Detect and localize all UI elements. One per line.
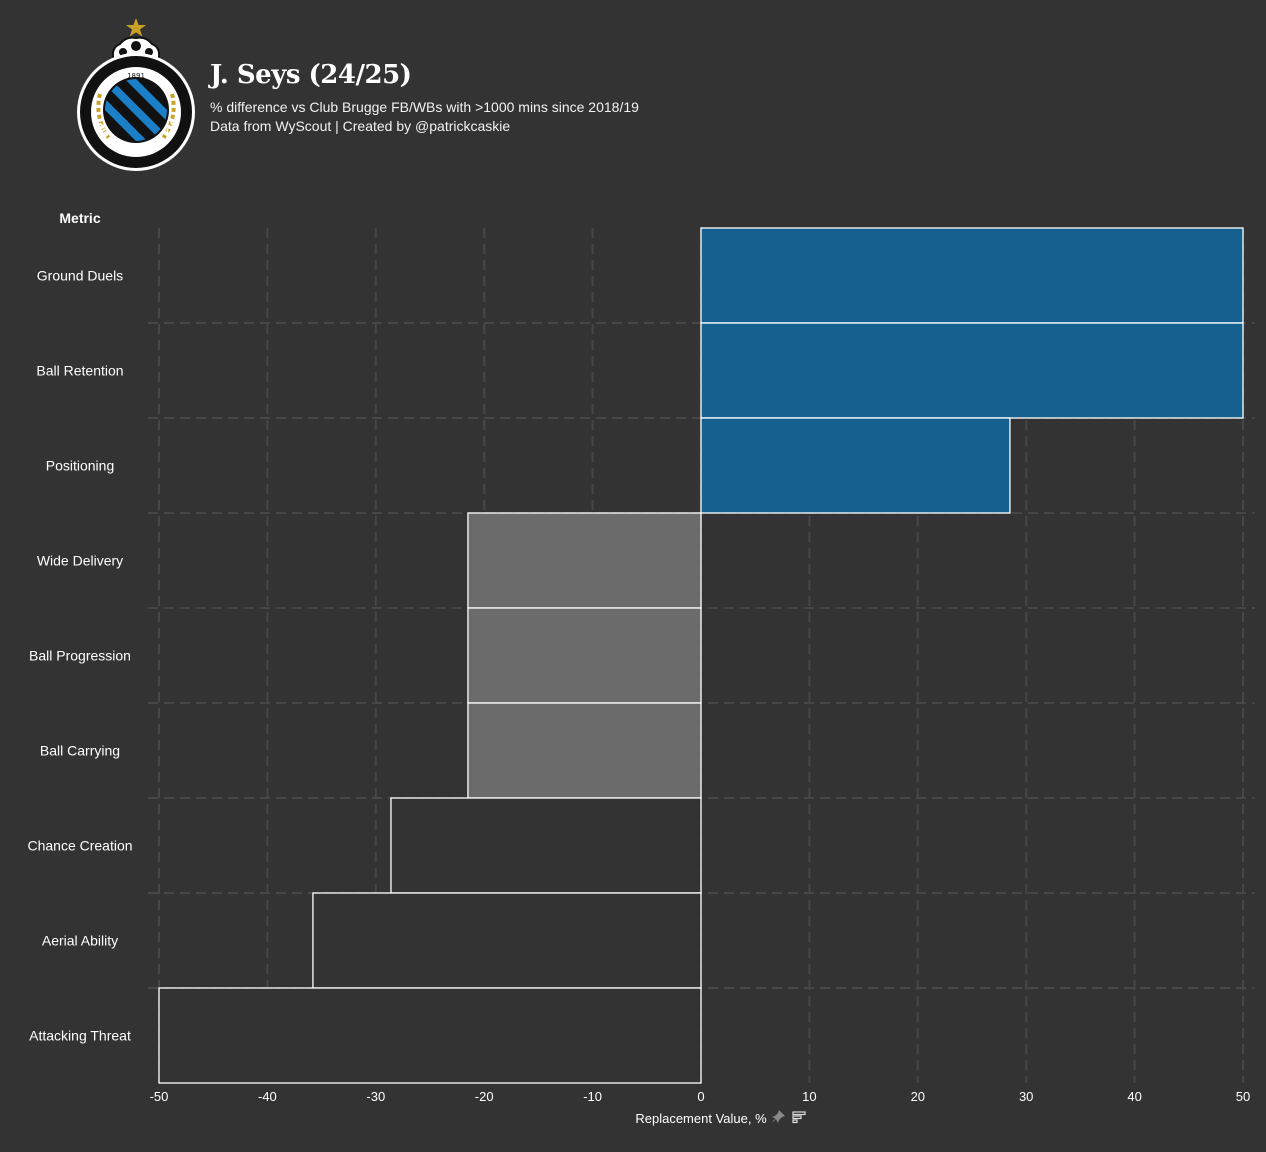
category-label: Ground Duels (37, 268, 123, 284)
category-label: Positioning (46, 458, 115, 474)
x-tick-label: -30 (366, 1089, 385, 1104)
x-tick-label: 20 (911, 1089, 925, 1104)
club-brugge-logo: 1891 CLUB BRUGGE KV (77, 18, 195, 171)
bar-ball-carrying[interactable] (467, 702, 702, 799)
x-tick-label: 30 (1019, 1089, 1033, 1104)
chart-subtitle: % difference vs Club Brugge FB/WBs with … (210, 99, 639, 115)
category-label: Ball Carrying (40, 743, 120, 759)
x-tick-label: 10 (802, 1089, 816, 1104)
bars (158, 227, 1244, 1084)
axis-controls (772, 1110, 806, 1129)
category-label: Attacking Threat (29, 1028, 131, 1044)
x-tick-label: -20 (475, 1089, 494, 1104)
bar-ball-retention[interactable] (700, 322, 1244, 419)
x-tick-label: -40 (258, 1089, 277, 1104)
x-tick-label: 50 (1236, 1089, 1250, 1104)
bar-ball-progression[interactable] (467, 607, 702, 704)
x-tick-label: -10 (583, 1089, 602, 1104)
x-tick-label: -50 (150, 1089, 169, 1104)
category-label: Chance Creation (27, 838, 132, 854)
category-label: Ball Progression (29, 648, 131, 664)
bar-positioning[interactable] (700, 417, 1011, 514)
bar-wide-delivery[interactable] (467, 512, 702, 609)
category-label: Aerial Ability (42, 933, 118, 949)
bar-chance-creation[interactable] (390, 797, 702, 894)
sort-icon[interactable] (792, 1110, 806, 1129)
bar-ground-duels[interactable] (700, 227, 1244, 324)
logo-year: 1891 (127, 72, 145, 80)
category-labels: Ground Duels Ball Retention Positioning Wid… (27, 268, 132, 1044)
category-label: Wide Delivery (37, 553, 123, 569)
x-axis-ticks: -50 -40 -30 -20 -10 0 10 20 30 40 50 (150, 1089, 1251, 1104)
x-tick-label: 0 (697, 1089, 704, 1104)
x-tick-label: 40 (1127, 1089, 1141, 1104)
x-axis-label: Replacement Value, % (635, 1111, 767, 1126)
bar-aerial-ability[interactable] (312, 892, 702, 989)
category-header: Metric (59, 210, 100, 226)
bar-attacking-threat[interactable] (158, 987, 702, 1084)
chart-source-credit: Data from WyScout | Created by @patrickc… (210, 118, 511, 134)
star-icon (126, 18, 146, 37)
category-label: Ball Retention (36, 363, 123, 379)
chart-title: J. Seys (24/25) (210, 60, 412, 90)
pin-icon[interactable] (772, 1110, 786, 1129)
